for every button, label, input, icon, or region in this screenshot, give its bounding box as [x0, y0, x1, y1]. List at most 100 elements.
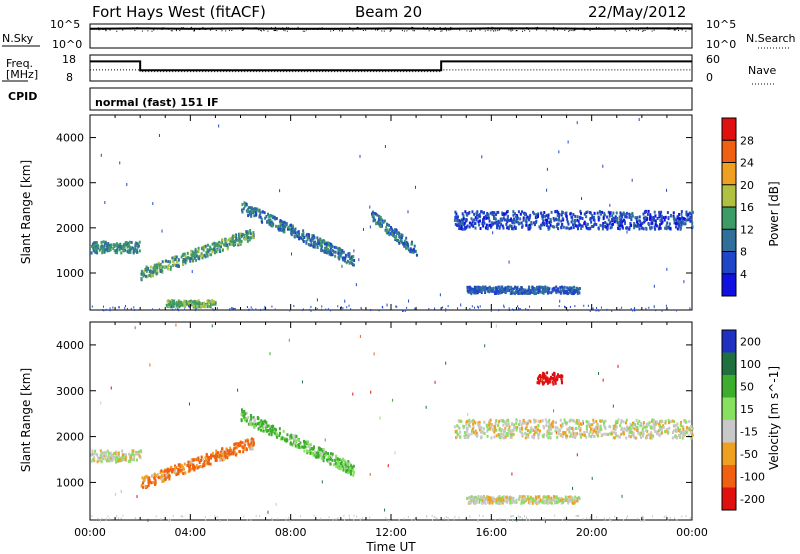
scatter-point [197, 458, 200, 462]
scatter-point [168, 477, 171, 481]
scatter-point [213, 309, 215, 312]
scatter-point [620, 221, 623, 225]
scatter-point [555, 500, 558, 504]
scatter-point [289, 309, 291, 312]
scatter-point [660, 425, 663, 429]
scatter-point [133, 454, 136, 458]
colorbar-tick-label: 24 [740, 157, 754, 170]
scatter-point [653, 210, 656, 214]
scatter-point [539, 419, 542, 423]
noise-dot [115, 28, 117, 30]
colorbar-segment [722, 273, 736, 296]
scatter-point [599, 426, 602, 430]
noise-dot [584, 29, 586, 31]
scatter-point [466, 435, 469, 439]
scatter-point [662, 425, 665, 429]
scatter-point [535, 500, 538, 504]
scatter-point [466, 430, 469, 434]
noise-dot [411, 26, 413, 28]
scatter-point [468, 418, 471, 422]
scatter-point [636, 425, 639, 429]
noise-dot [568, 28, 570, 30]
scatter-point [385, 516, 387, 519]
scatter-point [685, 426, 688, 430]
scatter-point [596, 426, 599, 430]
scatter-point [525, 518, 527, 521]
scatter-point [570, 496, 573, 500]
noise-dot [499, 29, 501, 31]
scatter-point [274, 308, 276, 311]
scatter-point [542, 374, 545, 378]
scatter-point [125, 240, 128, 244]
scatter-point [650, 226, 653, 230]
noise-dot [673, 29, 675, 31]
scatter-point [583, 212, 586, 216]
scatter-point [667, 519, 669, 522]
scatter-point [149, 363, 151, 367]
scatter-point [275, 428, 278, 432]
scatter-point [328, 244, 331, 248]
noise-dot [598, 27, 600, 29]
scatter-point [580, 227, 583, 231]
scatter-point [555, 375, 558, 379]
noise-dot [497, 30, 499, 32]
scatter-point [114, 492, 116, 496]
scatter-point [221, 238, 224, 242]
scatter-point [499, 433, 502, 437]
scatter-point [610, 223, 613, 227]
scatter-point [494, 519, 496, 522]
scatter-point [197, 302, 200, 306]
scatter-point [445, 361, 447, 365]
scatter-point [675, 309, 677, 312]
scatter-point [556, 288, 559, 292]
scatter-point [679, 428, 682, 432]
scatter-point [610, 519, 612, 522]
scatter-point [642, 430, 645, 434]
scatter-point [609, 203, 611, 207]
scatter-point [411, 242, 414, 246]
scatter-point [295, 234, 298, 238]
scatter-point [250, 306, 252, 309]
scatter-point [530, 290, 533, 294]
scatter-point [333, 250, 336, 254]
scatter-point [331, 253, 334, 257]
scatter-point [537, 288, 540, 292]
noise-dot [667, 28, 669, 30]
scatter-point [553, 225, 556, 229]
scatter-point [676, 216, 679, 220]
y-tick-label: 3000 [56, 385, 84, 398]
scatter-point [658, 226, 661, 230]
scatter-point [681, 436, 684, 440]
scatter-point [336, 457, 339, 461]
scatter-point [639, 223, 642, 227]
scatter-point [569, 432, 572, 436]
scatter-point [550, 431, 553, 435]
scatter-point [195, 458, 198, 462]
scatter-point [497, 433, 500, 437]
scatter-point [648, 223, 651, 227]
scatter-point [620, 421, 623, 425]
scatter-point [194, 304, 197, 308]
scatter-point [487, 213, 490, 217]
scatter-point [489, 288, 492, 292]
scatter-point [249, 442, 252, 446]
scatter-point [337, 517, 339, 520]
scatter-point [203, 460, 206, 464]
scatter-point [583, 433, 586, 437]
scatter-point [511, 288, 514, 292]
scatter-point [131, 453, 134, 457]
scatter-point [474, 226, 477, 230]
scatter-point [614, 515, 616, 518]
scatter-point [462, 217, 465, 221]
scatter-point [259, 215, 262, 219]
scatter-point [128, 459, 131, 463]
scatter-point [567, 501, 570, 505]
scatter-point [129, 457, 132, 461]
scatter-point [149, 265, 152, 269]
scatter-point [507, 286, 510, 290]
scatter-point [270, 433, 273, 437]
scatter-point [624, 222, 627, 226]
scatter-point [94, 245, 97, 249]
scatter-point [320, 308, 322, 311]
scatter-point [650, 222, 653, 226]
